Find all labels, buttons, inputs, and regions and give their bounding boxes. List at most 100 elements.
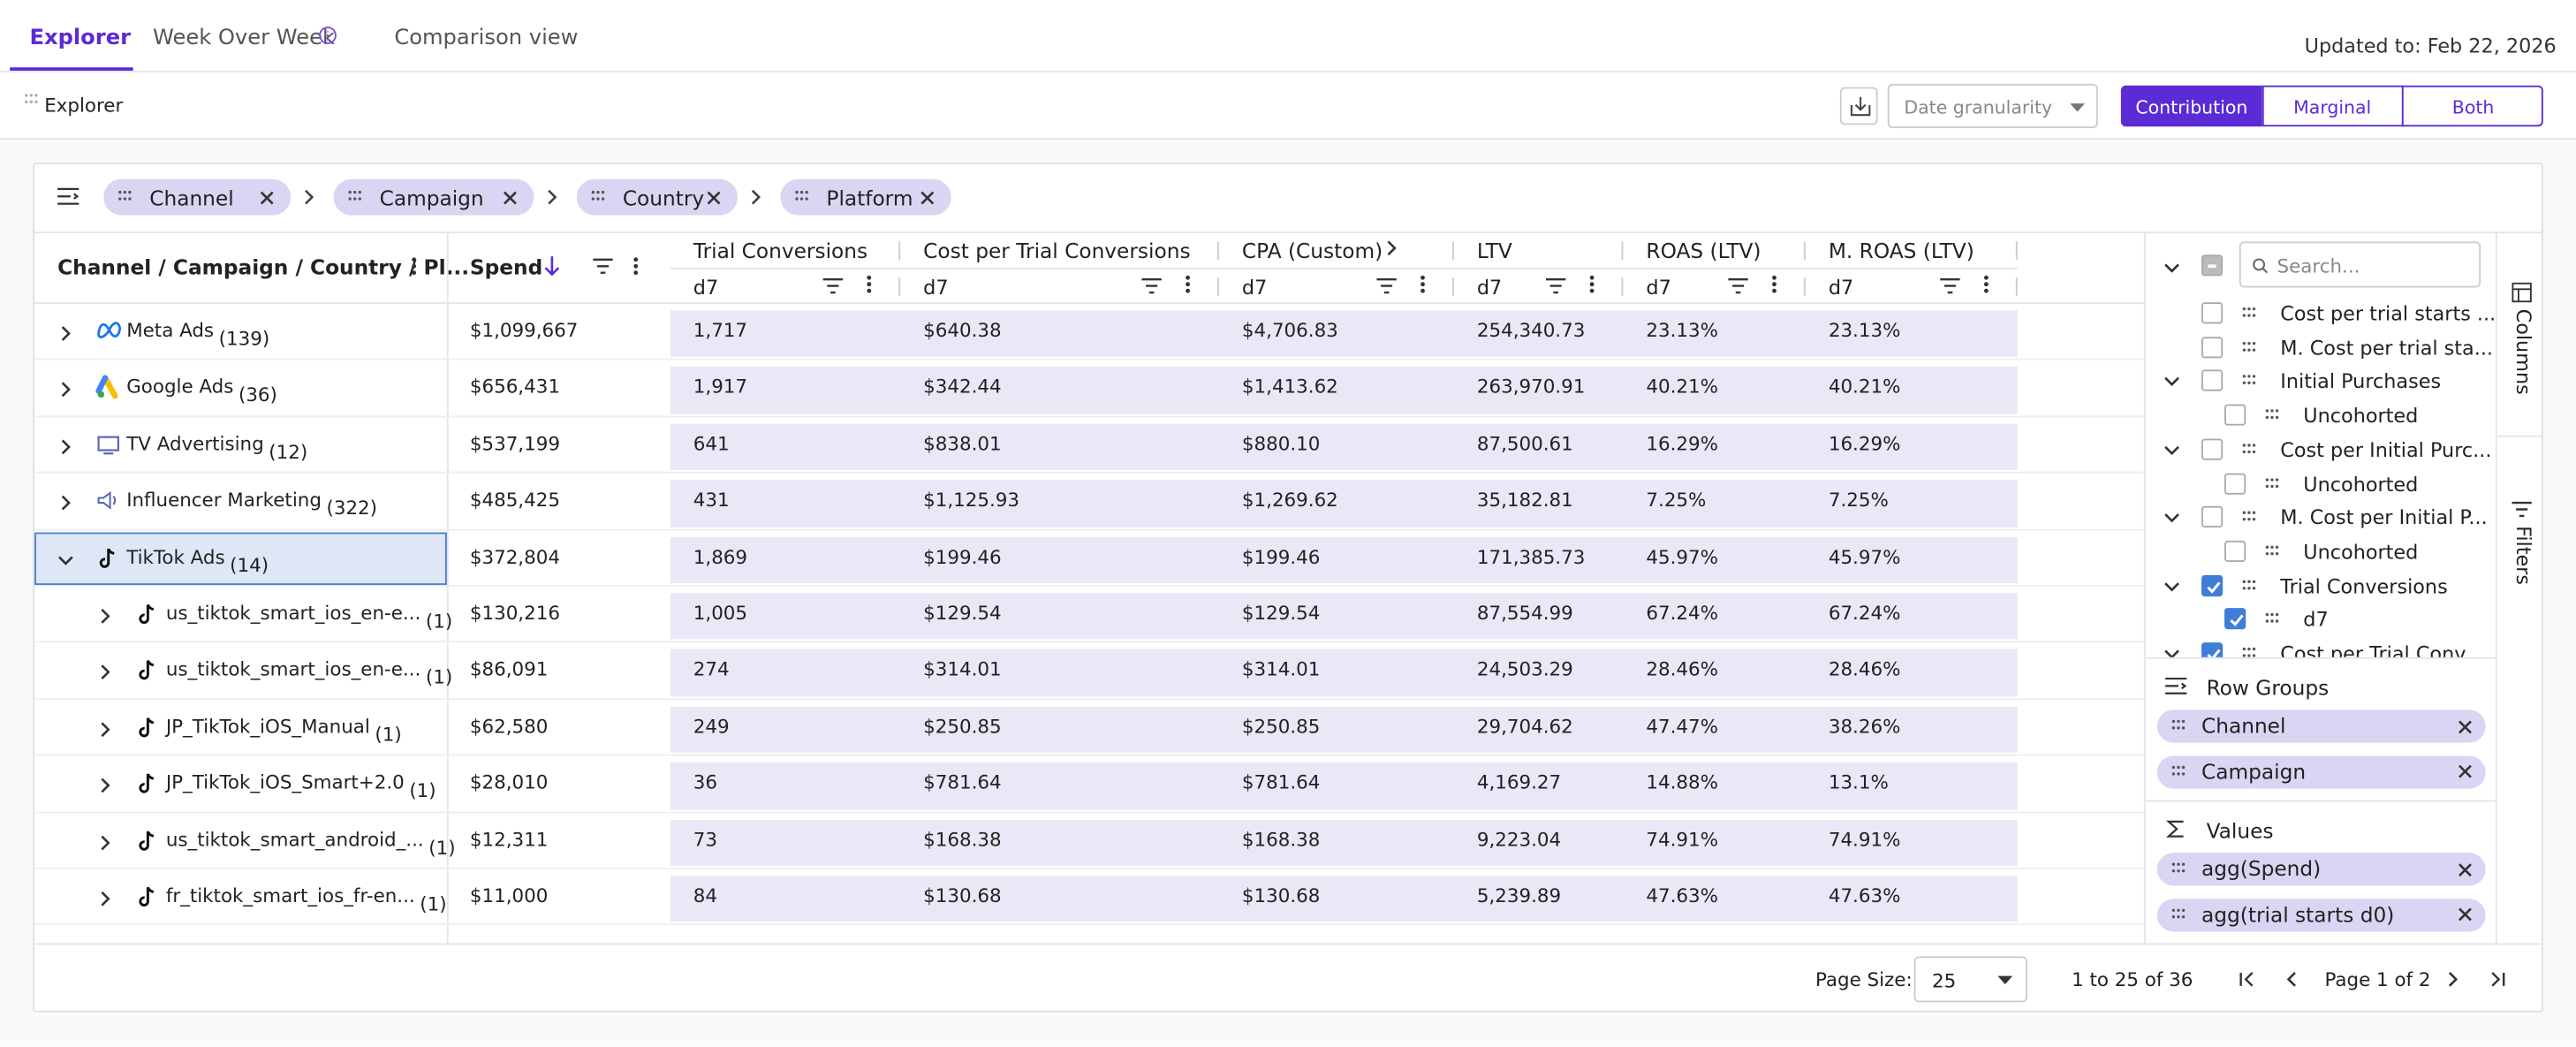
download-button[interactable] xyxy=(1839,87,1878,125)
checkbox[interactable] xyxy=(2201,254,2224,277)
checkbox[interactable] xyxy=(2224,540,2246,562)
column-menu[interactable] xyxy=(411,256,417,276)
remove-button[interactable] xyxy=(260,190,275,205)
tab[interactable]: Comparison view xyxy=(394,26,579,51)
remove-button[interactable] xyxy=(2458,907,2473,922)
chevron[interactable] xyxy=(544,189,561,206)
row-count: (1) xyxy=(409,778,436,802)
remove-button[interactable] xyxy=(503,190,518,205)
filter-icon[interactable] xyxy=(1545,277,1566,294)
mode-button[interactable]: Marginal xyxy=(2262,85,2404,127)
filter-icon[interactable] xyxy=(1376,277,1397,294)
side-tab[interactable]: Columns xyxy=(2512,308,2535,395)
sort-desc-icon[interactable] xyxy=(544,256,561,277)
chevron[interactable] xyxy=(57,382,74,398)
grid-row[interactable]: JP_TikTok_iOS_Manual (1) $62,580 249 $250.85… xyxy=(34,700,2146,756)
grid-row[interactable]: Influencer Marketing (322) $485,425 431 $1,1… xyxy=(34,474,2146,530)
grid-row[interactable]: Google Ads (36) $656,431 1,917 $342.44 $1,413… xyxy=(34,360,2146,417)
caret xyxy=(2070,103,2085,112)
remove-button[interactable] xyxy=(707,190,722,205)
chevron[interactable] xyxy=(97,891,114,907)
chevron[interactable] xyxy=(97,608,114,625)
column-menu[interactable] xyxy=(1185,275,1191,294)
cell: 16.29% xyxy=(1646,431,1718,455)
checkbox[interactable] xyxy=(2201,438,2224,460)
search-box[interactable]: Search... xyxy=(2239,241,2481,288)
first-page[interactable] xyxy=(2239,971,2256,988)
checkbox[interactable] xyxy=(2201,642,2224,657)
chevron[interactable] xyxy=(97,834,114,851)
chevron[interactable] xyxy=(57,495,74,512)
grid-row[interactable]: us_tiktok_smart_ios_en-e... (1) $130,216 1,… xyxy=(34,587,2146,643)
checkbox[interactable] xyxy=(2224,404,2246,426)
filter-icon[interactable] xyxy=(1940,277,1960,294)
chevron[interactable] xyxy=(97,778,114,794)
chevron[interactable] xyxy=(300,189,317,206)
group-chip[interactable]: Channel xyxy=(103,178,292,216)
panel-chip[interactable]: agg(trial starts d0) xyxy=(2156,898,2486,931)
checkbox[interactable] xyxy=(2201,506,2224,528)
last-page[interactable] xyxy=(2489,971,2505,988)
grid-row[interactable]: JP_TikTok_iOS_Smart+2.0 (1) $28,010 36 $781.… xyxy=(34,756,2146,813)
filter-icon[interactable] xyxy=(593,258,613,275)
panel-chip[interactable]: Channel xyxy=(2156,709,2486,743)
grid-row[interactable]: us_tiktok_smart_ios_en-e... (1) $86,091 274… xyxy=(34,643,2146,700)
tab[interactable]: Explorer xyxy=(29,26,132,51)
mode-button[interactable]: Contribution xyxy=(2120,85,2262,127)
row-label: us_tiktok_smart_ios_en-e... xyxy=(165,601,421,625)
columns-icon[interactable] xyxy=(2512,282,2532,303)
group-chip[interactable]: Platform xyxy=(780,178,951,216)
group-chip[interactable]: Campaign xyxy=(333,178,534,216)
cell: 7.25% xyxy=(1828,488,1889,512)
chevron[interactable] xyxy=(747,189,764,206)
remove-button[interactable] xyxy=(2458,719,2473,734)
remove-button[interactable] xyxy=(2458,861,2473,876)
checkbox[interactable] xyxy=(2224,608,2246,630)
chevron[interactable] xyxy=(2444,971,2461,988)
checkbox[interactable] xyxy=(2201,574,2224,596)
chevron[interactable] xyxy=(2163,442,2180,459)
chevron[interactable] xyxy=(2284,971,2300,988)
date-granularity-dropdown[interactable]: Date granularity xyxy=(1887,83,2098,129)
checkbox[interactable] xyxy=(2201,370,2224,392)
chevron[interactable] xyxy=(2163,374,2180,391)
panel-chip[interactable]: Campaign xyxy=(2156,755,2486,788)
side-tab[interactable]: Filters xyxy=(2512,526,2535,586)
filter-icon[interactable] xyxy=(1728,277,1748,294)
grid-row[interactable]: TV Advertising (12) $537,199 641 $838.01 $880… xyxy=(34,417,2146,474)
checkbox[interactable] xyxy=(2201,336,2224,358)
remove-button[interactable] xyxy=(920,190,935,205)
chevron[interactable] xyxy=(57,438,74,455)
column-menu[interactable] xyxy=(866,275,872,294)
chevron[interactable] xyxy=(57,325,74,342)
chevron[interactable] xyxy=(2163,646,2180,657)
filters-icon[interactable] xyxy=(2512,501,2532,518)
column-menu[interactable] xyxy=(1771,275,1777,294)
column-menu[interactable] xyxy=(633,256,639,276)
checkbox[interactable] xyxy=(2224,472,2246,494)
column-menu[interactable] xyxy=(1420,275,1426,294)
grid-row[interactable]: TikTok Ads (14) $372,804 1,869 $199.46 $199.4… xyxy=(34,530,2146,587)
column-menu[interactable] xyxy=(1983,275,1989,294)
chevron[interactable] xyxy=(97,664,114,681)
chevron[interactable] xyxy=(2163,260,2180,277)
chevron[interactable] xyxy=(2163,510,2180,527)
group-chip[interactable]: Country xyxy=(576,178,739,216)
filter-icon[interactable] xyxy=(822,277,844,294)
chevron[interactable] xyxy=(97,721,114,738)
chevron[interactable] xyxy=(1383,240,1400,257)
column-menu[interactable] xyxy=(1588,275,1595,294)
mode-button[interactable]: Both xyxy=(2402,85,2544,127)
remove-button[interactable] xyxy=(2458,764,2473,779)
grid-row[interactable]: Meta Ads (139) $1,099,667 1,717 $640.38 $4,70… xyxy=(34,304,2146,361)
panel-chip[interactable]: agg(Spend) xyxy=(2156,853,2486,886)
page-size-select[interactable]: 25 xyxy=(1913,956,2027,1003)
chevron[interactable] xyxy=(2163,578,2180,595)
filter-icon[interactable] xyxy=(1141,277,1162,294)
chevron[interactable] xyxy=(57,551,74,568)
grid-row[interactable]: us_tiktok_smart_android_... (1) $12,311 73 $… xyxy=(34,813,2146,869)
tab[interactable]: Week Over Week xyxy=(152,26,335,51)
grid-row[interactable]: fr_tiktok_smart_ios_fr-en... (1) $11,000 84… xyxy=(34,869,2146,926)
cell: $656,431 xyxy=(469,375,560,398)
checkbox[interactable] xyxy=(2201,302,2224,324)
